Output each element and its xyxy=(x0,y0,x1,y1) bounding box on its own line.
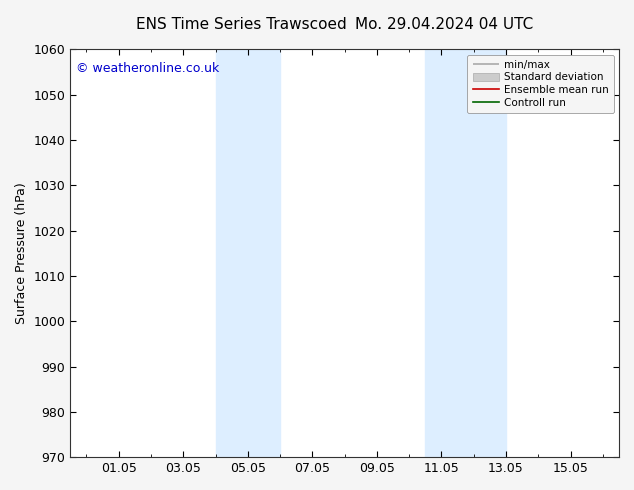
Text: Mo. 29.04.2024 04 UTC: Mo. 29.04.2024 04 UTC xyxy=(354,17,533,32)
Text: © weatheronline.co.uk: © weatheronline.co.uk xyxy=(76,62,219,74)
Y-axis label: Surface Pressure (hPa): Surface Pressure (hPa) xyxy=(15,182,28,324)
Bar xyxy=(216,49,280,457)
Legend: min/max, Standard deviation, Ensemble mean run, Controll run: min/max, Standard deviation, Ensemble me… xyxy=(467,54,614,113)
Text: ENS Time Series Trawscoed: ENS Time Series Trawscoed xyxy=(136,17,346,32)
Bar xyxy=(425,49,506,457)
